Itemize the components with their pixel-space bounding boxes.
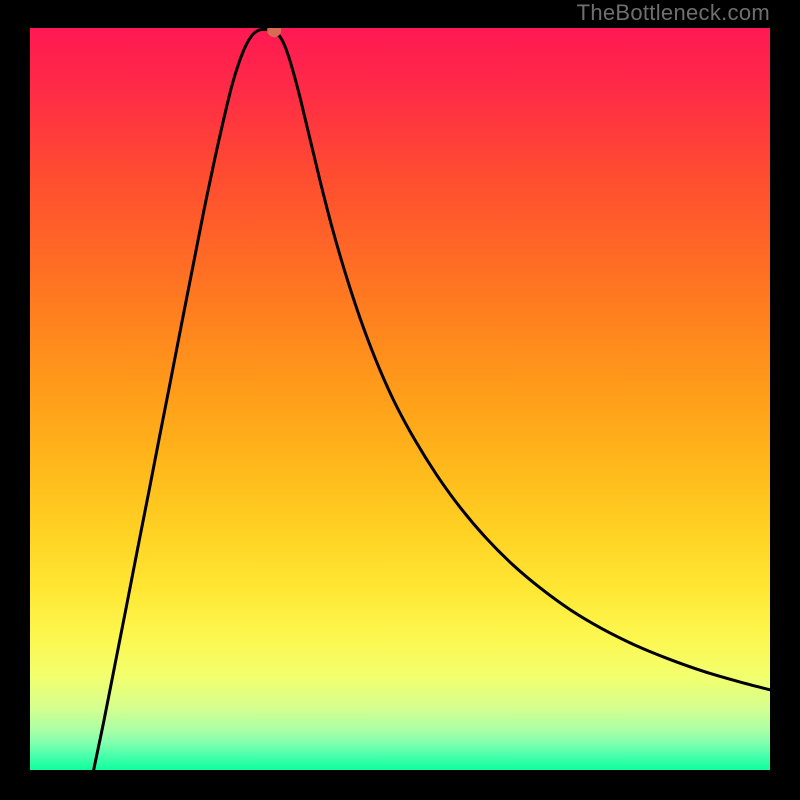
- watermark-text: TheBottleneck.com: [577, 0, 770, 26]
- chart-root: TheBottleneck.com: [0, 0, 800, 800]
- bottleneck-curve: [94, 29, 770, 770]
- plot-area: [30, 28, 770, 770]
- curve-layer: [30, 28, 770, 770]
